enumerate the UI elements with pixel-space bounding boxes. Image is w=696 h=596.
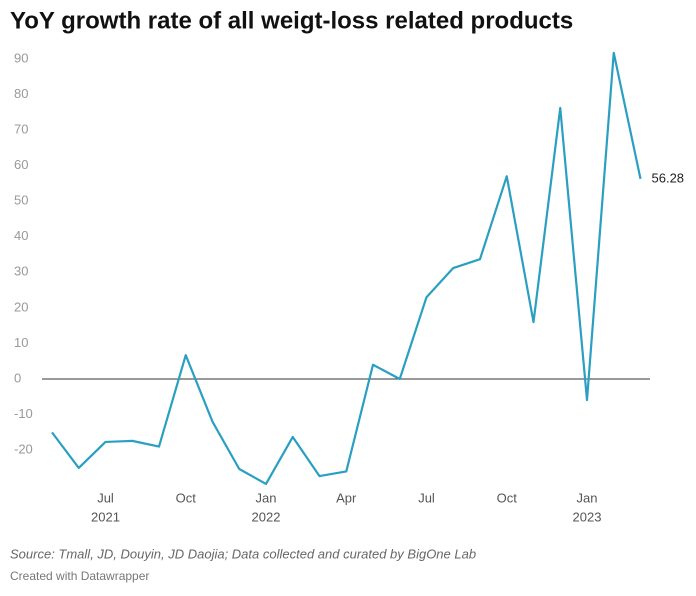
y-tick-label: 50 xyxy=(14,193,28,208)
y-tick-label: 40 xyxy=(14,228,28,243)
x-tick-label: Oct xyxy=(497,490,518,505)
x-year-label: 2021 xyxy=(91,509,120,524)
x-tick-label: Jan xyxy=(256,490,277,505)
source: Source: Tmall, JD, Douyin, JD Daojia; Da… xyxy=(10,546,476,561)
x-year-label: 2023 xyxy=(573,509,602,524)
x-tick-label: Jul xyxy=(418,490,435,505)
y-tick-label: 60 xyxy=(14,157,28,172)
y-tick-label: 70 xyxy=(14,121,28,136)
x-year-label: 2022 xyxy=(252,509,281,524)
y-tick-label: -20 xyxy=(14,442,33,457)
x-tick-label: Oct xyxy=(176,490,197,505)
line xyxy=(51,51,642,486)
y-tick-label: 80 xyxy=(14,86,28,101)
value-label: 56.28 xyxy=(652,170,685,185)
x-tick-label: Jan xyxy=(577,490,598,505)
y-tick-label: 30 xyxy=(14,264,28,279)
y-tick-label: 20 xyxy=(14,299,28,314)
chart-title: YoY growth rate of all weigt-loss relate… xyxy=(10,7,573,34)
credit: Created with Datawrapper xyxy=(10,569,149,583)
x-tick-label: Apr xyxy=(336,490,357,505)
y-tick-label: 0 xyxy=(14,370,21,385)
x-tick-label: Jul xyxy=(97,490,114,505)
y-tick-label: -10 xyxy=(14,406,33,421)
y-tick-label: 90 xyxy=(14,50,28,65)
y-tick-label: 10 xyxy=(14,335,28,350)
